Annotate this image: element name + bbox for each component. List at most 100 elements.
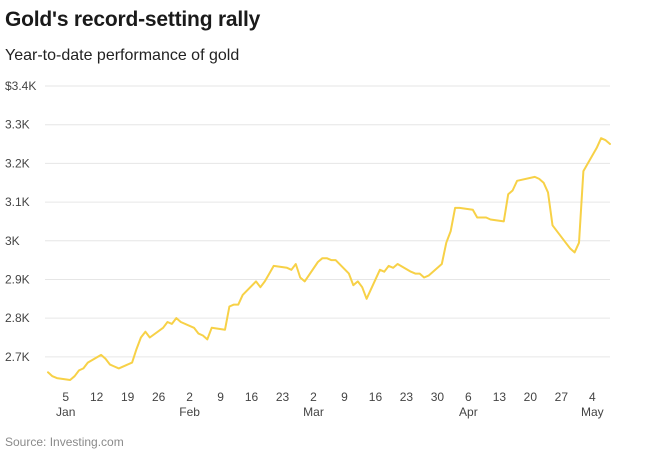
data-point — [197, 332, 200, 335]
data-point — [290, 268, 293, 271]
x-tick-label: 13 — [493, 390, 507, 404]
data-point — [55, 377, 58, 380]
x-tick-label: 20 — [524, 390, 538, 404]
data-point — [51, 375, 54, 378]
data-point — [538, 177, 541, 180]
data-point — [511, 189, 514, 192]
x-tick-label: 19 — [121, 390, 135, 404]
data-point — [396, 263, 399, 266]
data-point — [193, 326, 196, 329]
y-axis-ticks: 2.7K 2.8K 2.9K 3K 3.1K 3.2K 3.3K $3.4K — [5, 79, 36, 364]
data-point — [166, 321, 169, 324]
gold-price-line — [47, 137, 611, 381]
data-point — [485, 216, 488, 219]
data-point — [162, 326, 165, 329]
data-point — [316, 261, 319, 264]
data-point — [255, 280, 258, 283]
x-tick-label: 23 — [276, 390, 290, 404]
data-point — [175, 317, 178, 320]
data-point — [356, 280, 359, 283]
x-tick-label: 2 — [310, 390, 317, 404]
data-point — [573, 251, 576, 254]
data-point — [365, 297, 368, 300]
data-point — [569, 247, 572, 250]
data-point — [471, 208, 474, 211]
series-layer — [47, 137, 612, 382]
data-point — [595, 146, 598, 149]
data-point — [330, 259, 333, 262]
data-point — [259, 286, 262, 289]
data-point — [268, 272, 271, 275]
data-point — [609, 143, 612, 146]
x-month-label: Jan — [56, 405, 75, 419]
data-point — [148, 336, 151, 339]
data-point — [347, 272, 350, 275]
data-point — [445, 241, 448, 244]
data-point — [73, 375, 76, 378]
y-tick-label: 3K — [5, 234, 20, 248]
data-point — [507, 193, 510, 196]
data-point — [387, 264, 390, 267]
x-tick-label: 4 — [589, 390, 596, 404]
x-month-label: Mar — [303, 405, 324, 419]
data-point — [86, 361, 89, 364]
data-point — [547, 191, 550, 194]
data-point — [476, 216, 479, 219]
x-tick-label: 30 — [431, 390, 445, 404]
data-point — [582, 170, 585, 173]
x-tick-label: 26 — [152, 390, 166, 404]
y-tick-label: 3.2K — [5, 156, 30, 170]
data-point — [542, 181, 545, 184]
x-month-label: Apr — [459, 405, 478, 419]
data-point — [210, 326, 213, 329]
x-tick-label: 23 — [400, 390, 414, 404]
x-month-label: May — [581, 405, 604, 419]
data-point — [294, 263, 297, 266]
data-point — [139, 336, 142, 339]
x-tick-label: 9 — [217, 390, 224, 404]
data-point — [82, 367, 85, 370]
chart-title: Gold's record-setting rally — [5, 8, 261, 31]
data-point — [201, 334, 204, 337]
data-point — [113, 365, 116, 368]
data-point — [427, 274, 430, 277]
data-point — [104, 357, 107, 360]
data-point — [449, 230, 452, 233]
data-point — [414, 272, 417, 275]
data-point — [423, 276, 426, 279]
y-tick-label: 2.9K — [5, 272, 30, 286]
data-point — [489, 218, 492, 221]
gridlines — [45, 85, 610, 358]
data-point — [604, 139, 607, 142]
data-point — [334, 259, 337, 262]
data-point — [237, 303, 240, 306]
chart-subtitle: Year-to-date performance of gold — [5, 47, 240, 64]
x-month-label: Feb — [179, 405, 200, 419]
x-tick-label: 2 — [186, 390, 193, 404]
data-point — [533, 175, 536, 178]
x-tick-label: 12 — [90, 390, 104, 404]
data-point — [361, 286, 364, 289]
data-point — [409, 270, 412, 273]
data-point — [564, 241, 567, 244]
data-point — [69, 379, 72, 382]
data-point — [206, 338, 209, 341]
data-point — [383, 270, 386, 273]
data-point — [321, 257, 324, 260]
x-tick-label: 9 — [341, 390, 348, 404]
data-point — [458, 206, 461, 209]
data-point — [47, 371, 50, 374]
data-point — [352, 284, 355, 287]
y-tick-label: 3.1K — [5, 195, 30, 209]
data-point — [263, 280, 266, 283]
y-tick-label: 3.3K — [5, 118, 30, 132]
data-point — [440, 263, 443, 266]
y-tick-label: $3.4K — [5, 79, 36, 93]
data-point — [131, 361, 134, 364]
source-note: Source: Investing.com — [5, 435, 124, 449]
x-tick-label: 16 — [245, 390, 259, 404]
data-point — [109, 363, 112, 366]
x-tick-label: 16 — [369, 390, 383, 404]
data-point — [78, 369, 81, 372]
